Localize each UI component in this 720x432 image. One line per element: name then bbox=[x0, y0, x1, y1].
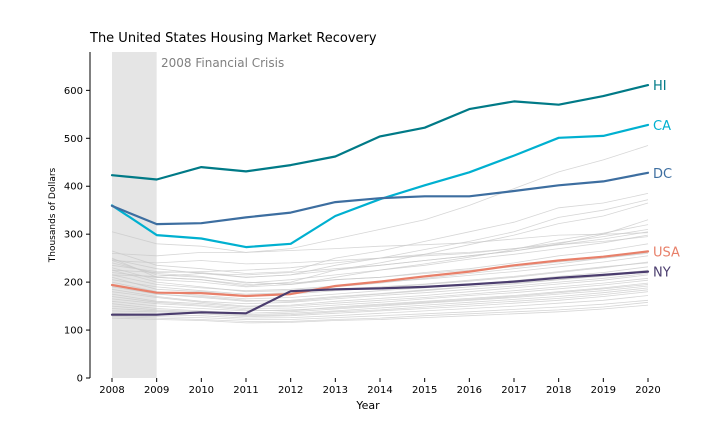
x-tick-label: 2011 bbox=[233, 385, 258, 396]
y-tick-label: 500 bbox=[64, 134, 83, 145]
background-state-line bbox=[111, 285, 649, 314]
y-tick-label: 600 bbox=[64, 86, 83, 97]
background-state-line bbox=[111, 219, 649, 277]
series-line-usa bbox=[110, 250, 650, 298]
background-state-line bbox=[111, 299, 649, 320]
x-tick-label: 2019 bbox=[591, 385, 616, 396]
background-state-line bbox=[111, 252, 649, 293]
series-line-hi bbox=[110, 83, 650, 181]
chart-title: The United States Housing Market Recover… bbox=[89, 31, 377, 46]
background-state-line bbox=[111, 266, 649, 300]
x-tick-label: 2009 bbox=[144, 385, 169, 396]
background-state-line bbox=[111, 301, 649, 322]
background-state-line bbox=[111, 304, 649, 324]
background-state-line bbox=[111, 229, 649, 273]
x-tick-label: 2012 bbox=[278, 385, 303, 396]
x-tick-label: 2013 bbox=[323, 385, 348, 396]
x-tick-label: 2015 bbox=[412, 385, 437, 396]
background-state-line bbox=[111, 282, 649, 312]
series-label-hi: HI bbox=[653, 79, 667, 94]
y-tick-label: 200 bbox=[64, 278, 83, 289]
background-state-line bbox=[111, 193, 649, 274]
series-line-dc bbox=[110, 171, 650, 226]
background-state-line bbox=[111, 262, 649, 295]
shaded-region-label: 2008 Financial Crisis bbox=[161, 56, 284, 70]
x-tick-label: 2010 bbox=[189, 385, 214, 396]
x-tick-label: 2016 bbox=[457, 385, 482, 396]
x-tick-label: 2020 bbox=[635, 385, 660, 396]
background-state-line bbox=[111, 202, 649, 287]
background-state-line bbox=[111, 274, 649, 307]
y-tick-label: 400 bbox=[64, 182, 83, 193]
x-tick-label: 2018 bbox=[546, 385, 571, 396]
series-label-ny: NY bbox=[653, 266, 671, 281]
background-state-line bbox=[111, 291, 649, 318]
x-tick-label: 2008 bbox=[99, 385, 124, 396]
background-state-line bbox=[111, 295, 649, 319]
background-state-line bbox=[111, 253, 649, 285]
background-state-line bbox=[111, 273, 649, 305]
x-tick-label: 2014 bbox=[367, 385, 392, 396]
background-state-line bbox=[111, 284, 649, 312]
series-label-ca: CA bbox=[653, 119, 671, 134]
y-tick-label: 300 bbox=[64, 230, 83, 241]
y-tick-label: 100 bbox=[64, 326, 83, 337]
x-axis-label: Year bbox=[355, 399, 380, 412]
y-axis-label: Thousands of Dollars bbox=[48, 167, 58, 263]
x-tick-label: 2017 bbox=[501, 385, 526, 396]
background-state-line bbox=[111, 279, 649, 309]
y-tick-label: 0 bbox=[77, 374, 83, 385]
background-state-line bbox=[111, 234, 649, 284]
background-state-line bbox=[111, 232, 649, 257]
series-label-dc: DC bbox=[653, 167, 672, 182]
series-line-ca bbox=[110, 123, 650, 249]
background-state-line bbox=[111, 277, 649, 308]
background-state-line bbox=[111, 145, 649, 253]
series-label-usa: USA bbox=[653, 245, 680, 260]
background-state-line bbox=[111, 271, 649, 302]
series-line-ny bbox=[110, 270, 650, 316]
